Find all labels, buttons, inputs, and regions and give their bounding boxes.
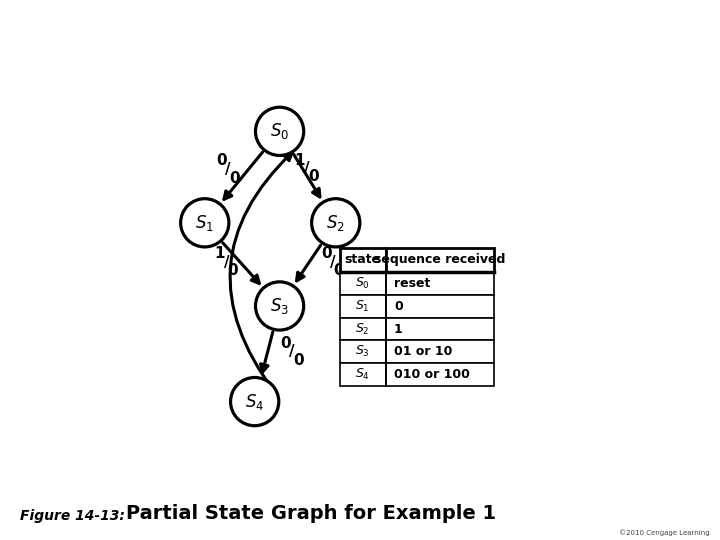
Text: 0: 0	[230, 171, 240, 186]
Text: 0: 0	[321, 246, 332, 261]
Text: 0: 0	[333, 263, 344, 278]
Text: $S_4$: $S_4$	[245, 392, 264, 411]
Text: 0: 0	[216, 153, 227, 168]
Text: 0: 0	[307, 168, 318, 184]
Text: /: /	[289, 344, 295, 359]
Text: 1: 1	[401, 282, 412, 298]
Text: /: /	[330, 255, 336, 270]
FancyBboxPatch shape	[340, 318, 386, 341]
FancyBboxPatch shape	[340, 248, 386, 272]
Text: sequence received: sequence received	[374, 253, 505, 266]
Text: 010 or 100: 010 or 100	[394, 368, 470, 381]
Text: $S_0$: $S_0$	[270, 122, 289, 141]
Text: 0: 0	[293, 353, 304, 368]
Circle shape	[312, 199, 360, 247]
Text: $S_3$: $S_3$	[270, 296, 289, 316]
Text: state: state	[345, 253, 381, 266]
Text: /: /	[304, 161, 309, 176]
FancyBboxPatch shape	[340, 341, 386, 363]
Text: $S_1$: $S_1$	[195, 213, 215, 233]
Text: Partial State Graph for Example 1: Partial State Graph for Example 1	[126, 504, 496, 523]
Text: /: /	[224, 255, 229, 270]
Text: $S_2$: $S_2$	[356, 321, 370, 336]
Circle shape	[256, 282, 304, 330]
FancyBboxPatch shape	[386, 295, 494, 318]
Text: $S_4$: $S_4$	[355, 367, 370, 382]
Circle shape	[230, 377, 279, 426]
Text: $S_0$: $S_0$	[355, 276, 370, 291]
Text: $S_2$: $S_2$	[326, 213, 345, 233]
Text: 1: 1	[214, 246, 225, 261]
Text: 1: 1	[391, 265, 401, 280]
Text: reset: reset	[394, 277, 431, 290]
Text: 1: 1	[294, 153, 305, 168]
Text: $S_1$: $S_1$	[356, 299, 370, 314]
Text: $S_3$: $S_3$	[356, 345, 370, 360]
Text: 0: 0	[394, 300, 402, 313]
Text: 01 or 10: 01 or 10	[394, 346, 452, 359]
Text: 0: 0	[228, 262, 238, 278]
FancyBboxPatch shape	[386, 248, 494, 272]
Text: /: /	[399, 274, 404, 289]
Text: 1: 1	[394, 322, 402, 335]
Circle shape	[181, 199, 229, 247]
FancyBboxPatch shape	[340, 295, 386, 318]
FancyBboxPatch shape	[386, 341, 494, 363]
FancyBboxPatch shape	[386, 318, 494, 341]
FancyBboxPatch shape	[340, 272, 386, 295]
Circle shape	[256, 107, 304, 156]
Text: ©2010 Cengage Learning: ©2010 Cengage Learning	[618, 529, 709, 536]
Text: Figure 14-13:: Figure 14-13:	[20, 509, 125, 523]
Text: /: /	[225, 162, 230, 177]
Text: 0: 0	[281, 336, 291, 351]
FancyBboxPatch shape	[386, 363, 494, 386]
FancyBboxPatch shape	[386, 272, 494, 295]
FancyBboxPatch shape	[340, 363, 386, 386]
